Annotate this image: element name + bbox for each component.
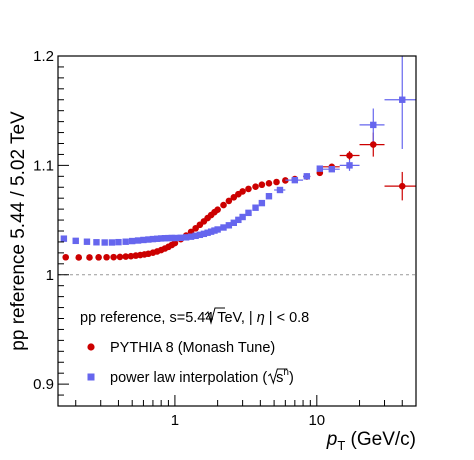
legend-header-energy: =5.44 TeV, | [177,310,257,326]
data-point [204,229,211,236]
data-point [239,213,246,221]
x-tick-label: 1 [171,412,179,429]
data-point [214,226,221,233]
data-point [122,253,130,260]
legend-power-label: power law interpolation ( sn) [110,367,294,386]
data-point [101,239,108,246]
data-point [62,253,70,261]
data-point [72,237,79,245]
y-tick-label: 1 [46,267,54,284]
data-point [153,235,161,242]
legend-pythia-marker [87,343,95,351]
data-point [103,253,110,261]
data-point [157,235,165,242]
data-point [93,239,100,246]
data-point [291,176,299,184]
data-point [196,231,204,239]
legend-power-sqrt: s [276,370,283,386]
y-tick-label: 0.9 [33,376,54,393]
data-point [145,236,152,243]
y-axis-title: pp reference 5.44 / 5.02 TeV [8,111,29,351]
legend-header-sqrt-sign [204,307,225,325]
legend-pythia-label: PYTHIA 8 (Monash Tune) [110,340,275,356]
data-point [108,239,116,246]
data-point [316,165,324,172]
data-point [370,121,377,129]
data-point [225,222,233,229]
data-point [276,186,284,194]
data-point [399,96,406,103]
series-square [60,56,416,246]
legend-header-prefix: pp reference, [80,310,169,326]
data-point [134,237,142,244]
data-point [187,233,195,240]
data-point [110,253,117,261]
legend-power-suffix: ) [289,370,294,386]
x-axis-title-sub: T [337,438,345,453]
legend-header: pp reference, s=5.44 TeV, | η | < 0.8 [80,310,309,326]
data-point [75,254,83,261]
data-point [83,238,91,245]
x-tick-label: 10 [308,412,325,429]
data-point [265,180,273,187]
data-point [328,166,335,173]
data-point [177,234,184,241]
data-point [192,232,199,240]
data-point [60,235,68,242]
data-point [86,254,93,261]
data-point [140,236,147,244]
data-point [220,224,227,231]
data-point [128,237,136,245]
data-point [127,252,135,260]
data-point [161,235,169,242]
legend-header-eta: η [257,310,265,326]
legend-header-sqrt: s [169,310,176,326]
x-axis-title-unit: (GeV/c) [345,429,416,450]
data-point [171,239,179,247]
data-point [122,238,129,245]
data-point [273,178,280,186]
y-tick-label: 1.1 [33,157,54,174]
data-point [258,181,266,189]
legend-power-exp: n [283,367,289,378]
data-point [346,162,353,169]
data-point [303,173,310,180]
y-tick-label: 1.2 [33,48,54,65]
data-point [214,206,221,213]
legend-power-sqrt-sign [267,368,288,385]
data-point [346,152,353,159]
x-axis-title: pT (GeV/c) [326,429,416,453]
data-point [239,188,246,195]
legend-header-cut: | < 0.8 [265,310,309,326]
data-point [245,185,252,193]
legend-power-marker [87,373,95,381]
data-point [182,234,190,241]
data-point [95,254,102,261]
data-point [225,197,233,205]
data-point [220,201,227,209]
data-point [165,234,172,242]
data-point [252,183,259,191]
data-point [245,209,252,217]
data-point [398,182,406,190]
data-point [252,204,259,211]
data-point [116,253,124,261]
legend: pp reference, s=5.44 TeV, | η | < 0.8 PY… [80,307,309,386]
legend-power-prefix: power law interpolation ( [110,370,267,386]
data-point [115,238,122,246]
data-point [265,193,273,200]
data-point [230,219,237,226]
data-point [258,199,266,207]
data-point [149,235,157,243]
data-point [369,141,377,148]
data-point [171,234,179,242]
data-point [207,228,215,235]
data-point [200,230,208,238]
data-point [235,216,242,224]
x-axis-title-p: p [326,429,338,450]
